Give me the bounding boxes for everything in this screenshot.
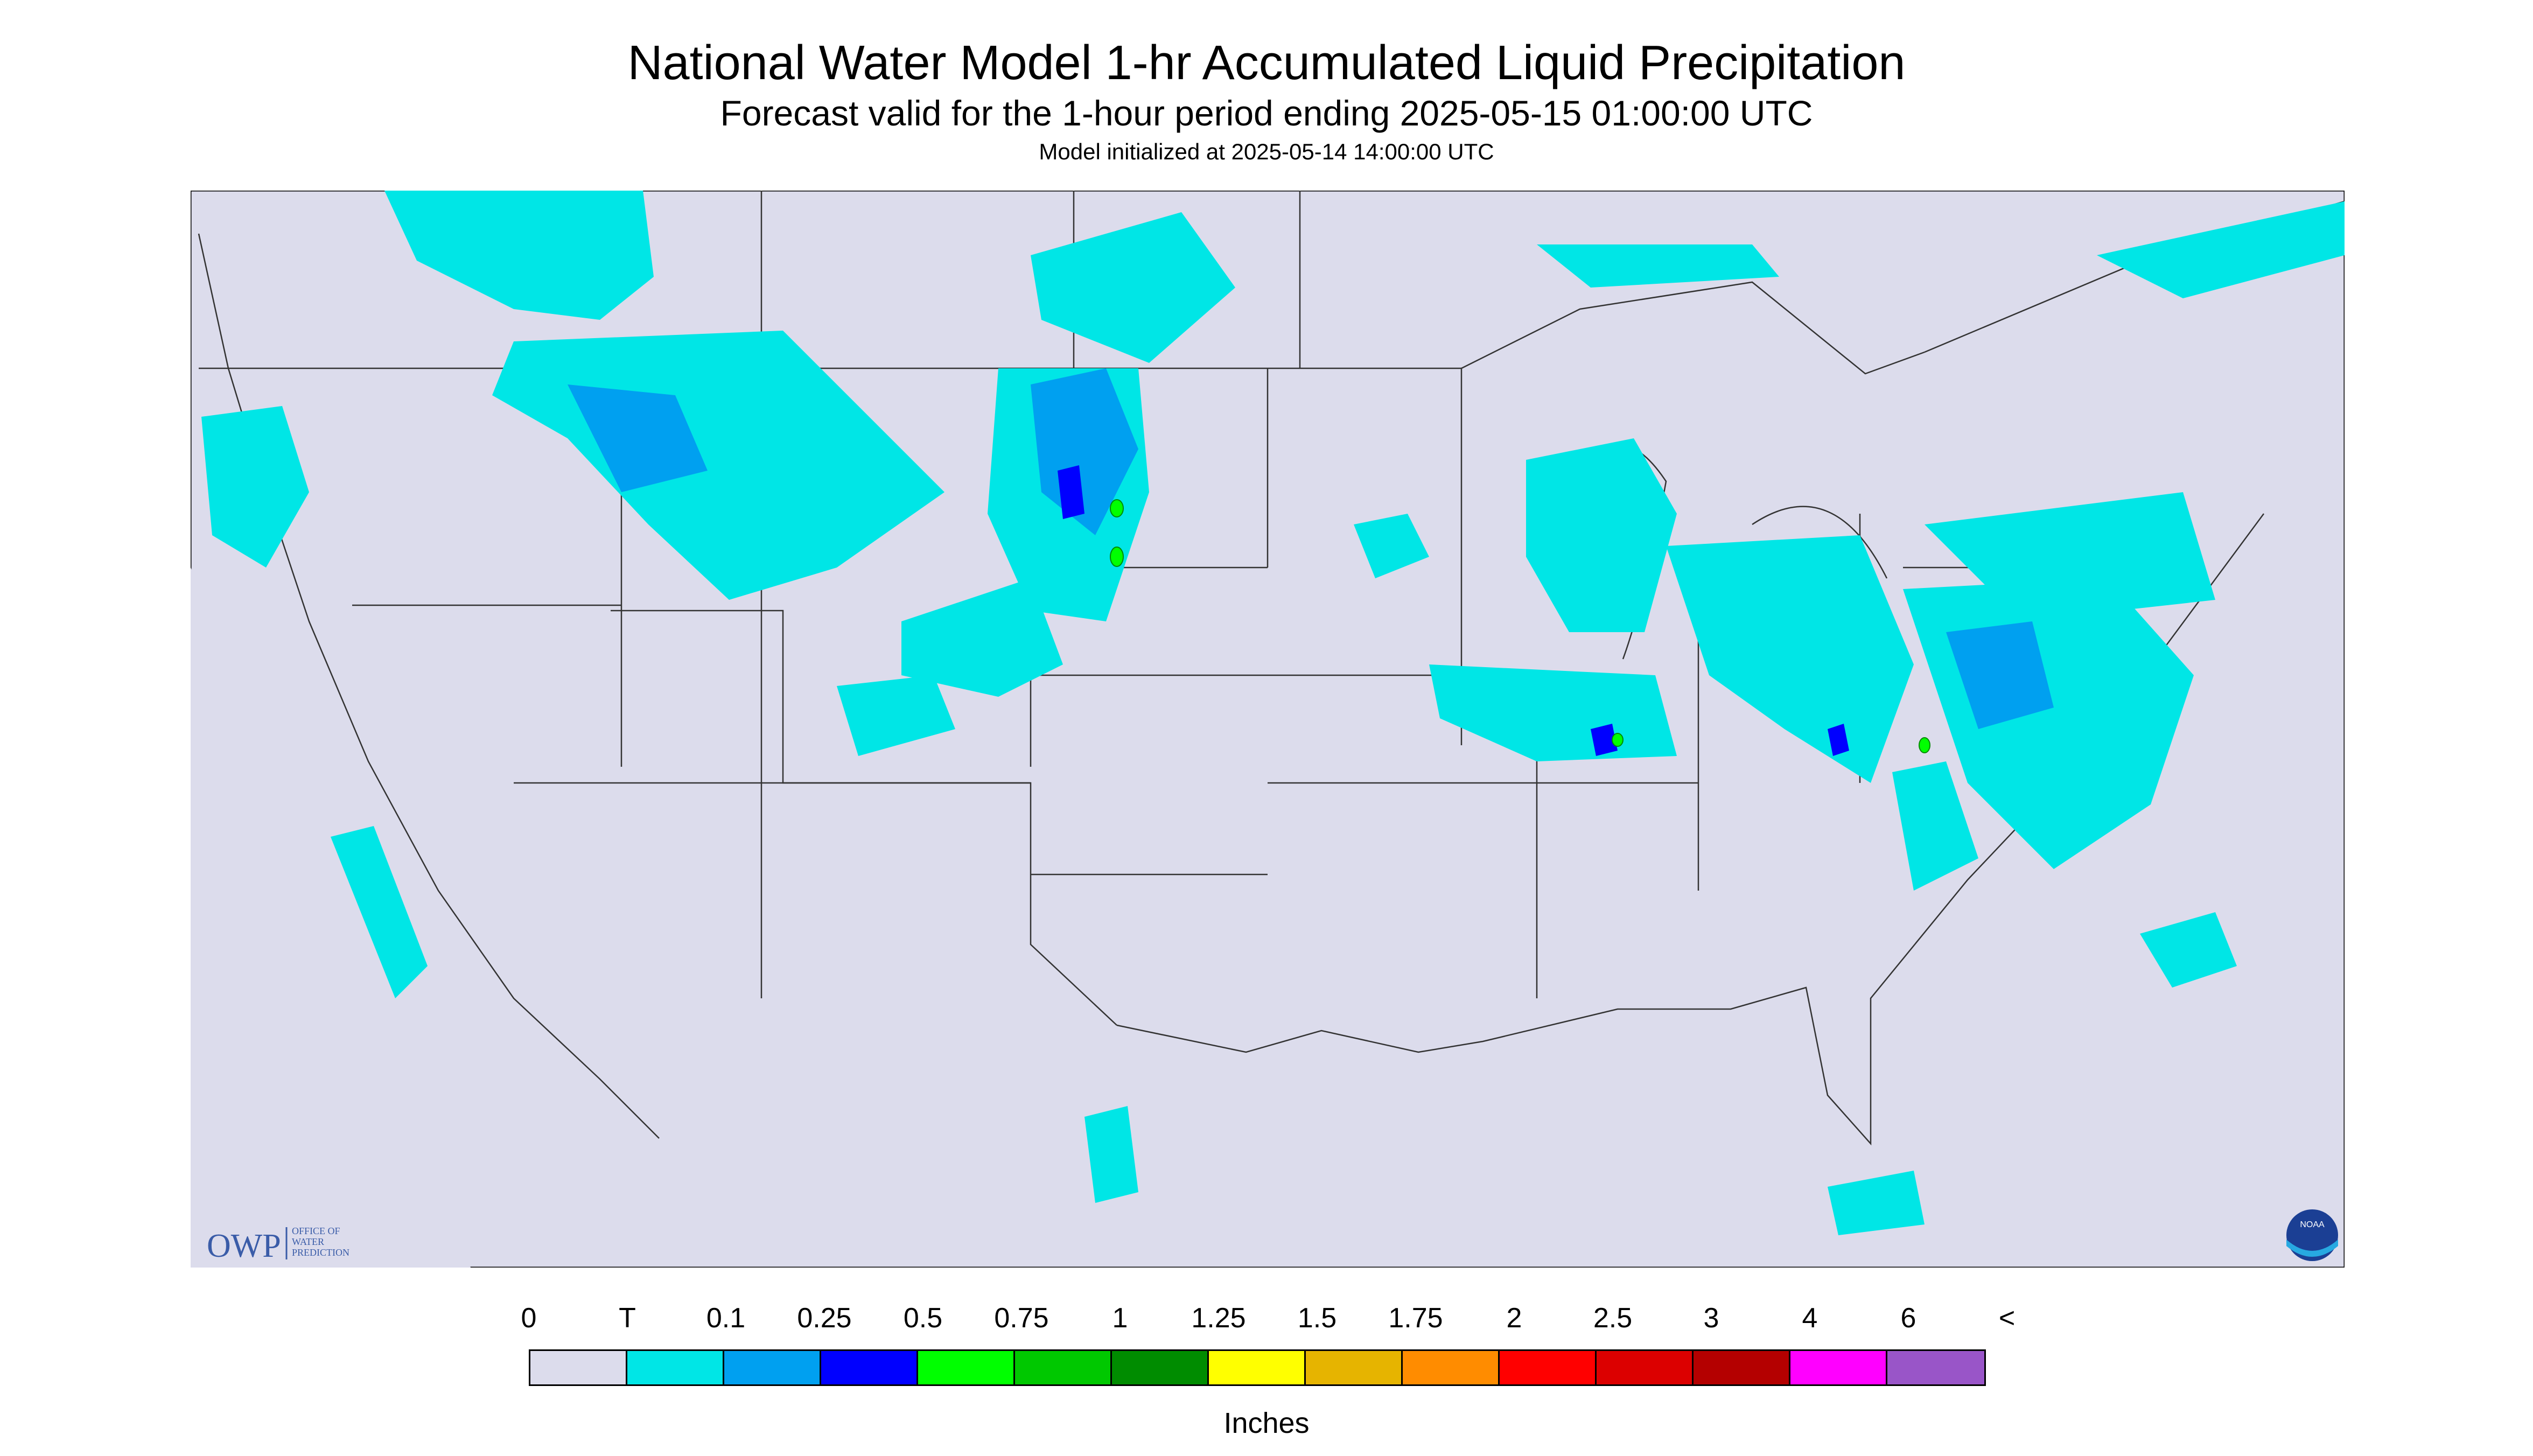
- legend-tick-label: 2: [1506, 1303, 1522, 1334]
- legend-tick-label: 0.5: [903, 1303, 943, 1334]
- legend-swatch: [1500, 1351, 1597, 1384]
- legend-swatch: [918, 1351, 1015, 1384]
- legend-swatch: [1790, 1351, 1887, 1384]
- legend-tick-label: 2.5: [1593, 1303, 1633, 1334]
- legend-tick-label: <: [1998, 1303, 2016, 1334]
- legend-swatch: [1694, 1351, 1790, 1384]
- owp-text-2: WATER: [292, 1236, 324, 1247]
- legend-swatch: [1112, 1351, 1209, 1384]
- legend-swatch: [821, 1351, 918, 1384]
- legend-swatch: [1887, 1351, 1984, 1384]
- noaa-text: NOAA: [2300, 1220, 2325, 1229]
- noaa-logo: NOAA: [2286, 1209, 2338, 1261]
- legend-units: Inches: [1223, 1407, 1310, 1439]
- owp-mark: OWP: [207, 1228, 281, 1264]
- legend-tick-labels: 0 T 0.1 0.25 0.5 0.75 1 1.25 1.5 1.75 2 2.5 3 4 6 <: [0, 1302, 2533, 1340]
- legend-tick-label: 1.25: [1191, 1303, 1246, 1334]
- legend-tick-label: 1.5: [1297, 1303, 1337, 1334]
- legend-tick-label: 0.25: [797, 1303, 852, 1334]
- map-title: National Water Model 1-hr Accumulated Li…: [627, 36, 1906, 90]
- legend-tick-label: 3: [1703, 1303, 1719, 1334]
- legend-swatch: [1403, 1351, 1500, 1384]
- legend-tick-label: 0.1: [706, 1303, 746, 1334]
- legend-color-bar: [529, 1349, 1986, 1386]
- legend-tick-label: 1.75: [1388, 1303, 1443, 1334]
- legend-tick-label: 6: [1900, 1303, 1916, 1334]
- legend-tick-label: 1: [1112, 1303, 1128, 1334]
- legend-swatch: [1015, 1351, 1112, 1384]
- legend-swatch: [1209, 1351, 1306, 1384]
- legend-tick-label: 0.75: [994, 1303, 1049, 1334]
- owp-text-1: OFFICE OF: [292, 1226, 340, 1236]
- init-time: Model initialized at 2025-05-14 14:00:00…: [1039, 139, 1494, 164]
- legend-swatch: [1597, 1351, 1694, 1384]
- legend-tick-label: T: [619, 1303, 636, 1334]
- legend-swatch: [724, 1351, 821, 1384]
- owp-text-3: PREDICTION: [292, 1247, 349, 1258]
- precipitation-map: OWP OFFICE OF WATER PREDICTION NOAA: [191, 191, 2345, 1268]
- map-subtitle: Forecast valid for the 1-hour period end…: [720, 93, 1813, 133]
- legend-swatch: [627, 1351, 724, 1384]
- legend-tick-label: 0: [521, 1303, 537, 1334]
- legend-tick-label: 4: [1802, 1303, 1818, 1334]
- legend-swatch: [1306, 1351, 1403, 1384]
- legend-swatch: [530, 1351, 627, 1384]
- owp-logo: OWP OFFICE OF WATER PREDICTION: [207, 1226, 349, 1264]
